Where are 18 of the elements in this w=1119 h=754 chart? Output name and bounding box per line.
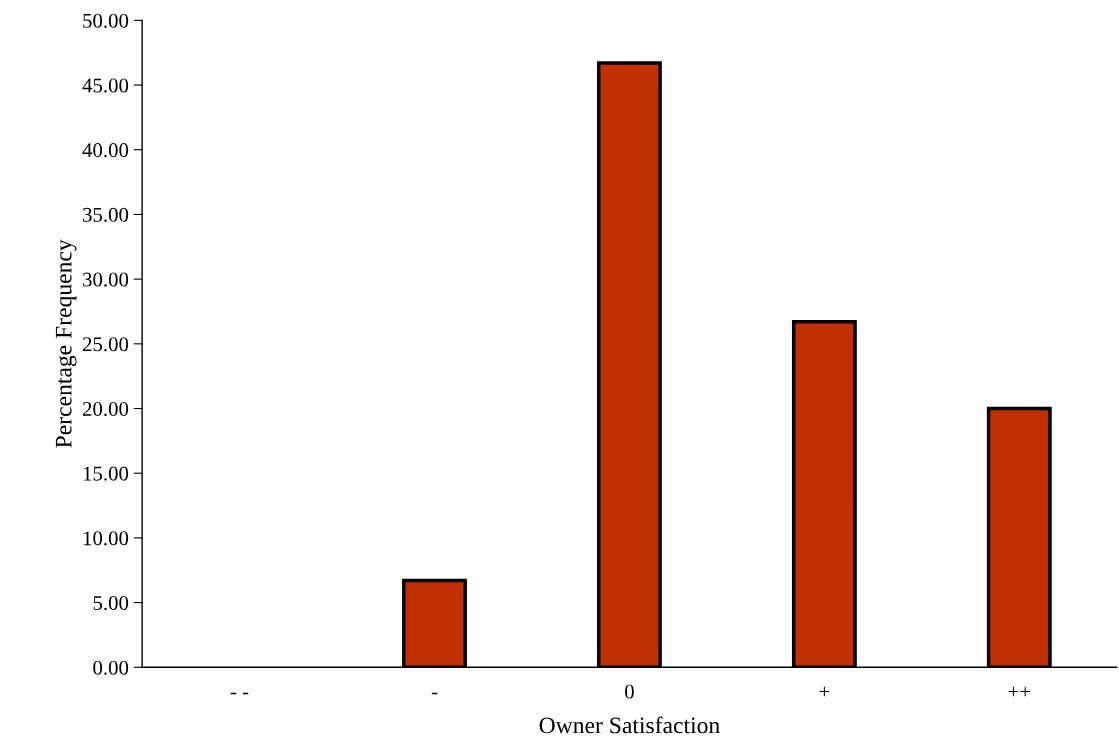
x-tick-label: - -: [230, 692, 249, 695]
x-tick-label: 0: [625, 684, 634, 699]
y-tick-label: 45.00: [82, 78, 129, 93]
y-tick-label: 35.00: [83, 207, 129, 222]
x-axis-title: Owner Satisfaction: [539, 716, 720, 734]
x-tick-label: ++: [1008, 686, 1031, 697]
y-tick-label: 25.00: [82, 337, 129, 352]
y-tick-label: 20.00: [82, 401, 129, 417]
x-tick-label: -: [431, 692, 438, 695]
y-tick-label: 0.00: [93, 660, 129, 675]
y-tick-label: 15.00: [83, 466, 129, 481]
y-tick-label: 50.00: [83, 13, 129, 28]
x-tick-label: +: [819, 686, 830, 697]
y-tick-label: 5.00: [93, 595, 129, 611]
y-axis-title: Percentage Frequency: [55, 239, 77, 448]
y-tick-label: 10.00: [83, 531, 129, 546]
y-tick-label: 30.00: [83, 272, 129, 287]
y-tick-label: 40.00: [82, 143, 129, 158]
